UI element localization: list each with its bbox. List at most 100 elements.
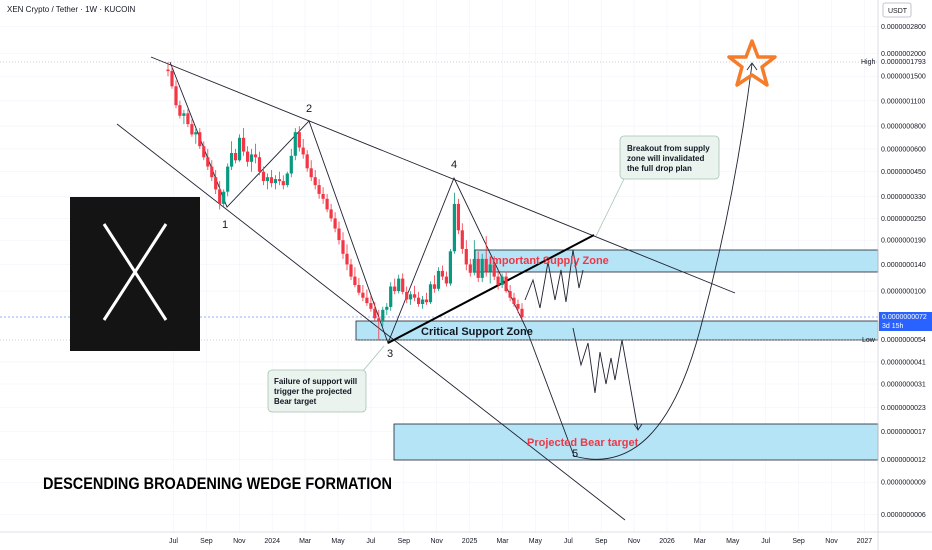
candle-body: [309, 168, 313, 178]
candle: [369, 296, 373, 312]
candle: [345, 244, 349, 271]
candle-body: [409, 294, 413, 300]
currency-button-frame[interactable]: [882, 2, 912, 18]
candle-body: [269, 177, 273, 184]
candle: [520, 303, 524, 320]
candle-body: [421, 299, 425, 304]
price-tick-label: 0.0000000600: [881, 146, 926, 153]
candle-body: [377, 318, 381, 322]
candle: [508, 285, 512, 302]
target-zone-label: Projected Bear target: [527, 437, 639, 449]
time-tick-label: Sep: [200, 538, 213, 545]
price-tick-label: 0.0000000041: [881, 359, 926, 366]
candle-body: [405, 291, 409, 300]
wave-label-4: 4: [451, 159, 457, 171]
time-tick-label: Mar: [496, 538, 509, 545]
time-tick-label: 2024: [264, 538, 280, 545]
candle-body: [516, 304, 520, 309]
x-logo-stroke-2: [102, 223, 168, 321]
candle: [361, 285, 365, 302]
price-axis[interactable]: 0.0000002800 0.0000002000 0.0000001500 0.00…: [881, 24, 926, 519]
candle: [190, 119, 194, 137]
candle: [202, 141, 206, 161]
price-tick-label: 0.0000000006: [881, 512, 926, 519]
candle: [464, 240, 468, 271]
candle-body: [369, 303, 373, 309]
formation-title: DESCENDING BROADENING WEDGE FORMATION: [43, 474, 392, 493]
candle: [178, 100, 182, 119]
candle: [246, 146, 250, 167]
time-tick-label: Nov: [628, 538, 641, 545]
candle: [305, 150, 309, 172]
candle: [206, 148, 210, 170]
candle-body: [341, 240, 345, 254]
price-tick-label: 0.0000001500: [881, 74, 926, 81]
candle: [460, 223, 464, 254]
support-zone-label: Critical Support Zone: [421, 326, 533, 338]
target-star-icon: [727, 39, 777, 87]
candle: [432, 275, 437, 293]
candle: [277, 171, 281, 186]
candle: [230, 141, 234, 170]
candle: [456, 198, 460, 235]
candle-body: [230, 153, 234, 167]
candle-body: [365, 297, 369, 304]
candle-body: [464, 249, 468, 265]
candle-body: [468, 264, 472, 273]
lower-wedge-line: [116, 123, 626, 521]
candle-body: [381, 309, 385, 322]
price-tick-label: 0.0000002800: [881, 24, 926, 31]
candle-body: [234, 153, 238, 161]
candle: [436, 267, 441, 292]
candle-body: [178, 105, 182, 116]
candle-body: [361, 292, 365, 298]
candle-body: [424, 299, 429, 303]
last-price-tag: 0.0000000072 3d 15h: [879, 312, 932, 331]
candle: [242, 128, 246, 156]
price-tick-label: 0.0000000031: [881, 382, 926, 389]
candle-body: [353, 276, 357, 285]
candle: [285, 171, 289, 188]
candle: [381, 306, 385, 327]
candle: [488, 258, 492, 284]
target-zone: [393, 423, 879, 461]
candle-body: [238, 137, 242, 161]
candle-body: [480, 258, 484, 278]
projected-drop: [572, 327, 639, 431]
currency-button[interactable]: USDT: [882, 2, 912, 18]
time-tick-label: May: [529, 538, 543, 545]
candle: [309, 160, 313, 182]
failure-callout-box: [267, 369, 367, 413]
candle: [353, 267, 357, 288]
candle-body: [397, 278, 401, 292]
candle: [440, 265, 444, 280]
candle: [293, 128, 297, 161]
candle: [401, 273, 405, 295]
candle: [182, 109, 186, 125]
time-tick-label: Jul: [366, 538, 375, 545]
candle-body: [373, 308, 377, 319]
candle: [238, 134, 242, 162]
candle-body: [182, 113, 186, 116]
candle: [448, 249, 452, 286]
candle-body: [317, 185, 321, 194]
candle: [409, 291, 413, 305]
candle: [476, 251, 480, 283]
candle-body: [289, 155, 293, 174]
time-axis[interactable]: Jul Sep Nov 2024 Mar May Jul Sep Nov 2025 Mar May Ju…: [169, 538, 872, 545]
candle-body: [321, 194, 325, 199]
time-tick-label: Jul: [169, 538, 178, 545]
price-tick-label: 0.0000000023: [881, 405, 926, 412]
candle-body: [504, 276, 508, 292]
candle-body: [210, 166, 214, 178]
candle-body: [492, 264, 496, 277]
candle-body: [520, 308, 524, 318]
currency-button-label[interactable]: USDT: [888, 8, 908, 15]
candle-body: [417, 297, 421, 304]
candle: [365, 289, 369, 306]
candle-body: [393, 286, 397, 292]
time-tick-label: 2026: [659, 538, 675, 545]
candle-body: [456, 203, 460, 231]
candle: [413, 285, 417, 302]
